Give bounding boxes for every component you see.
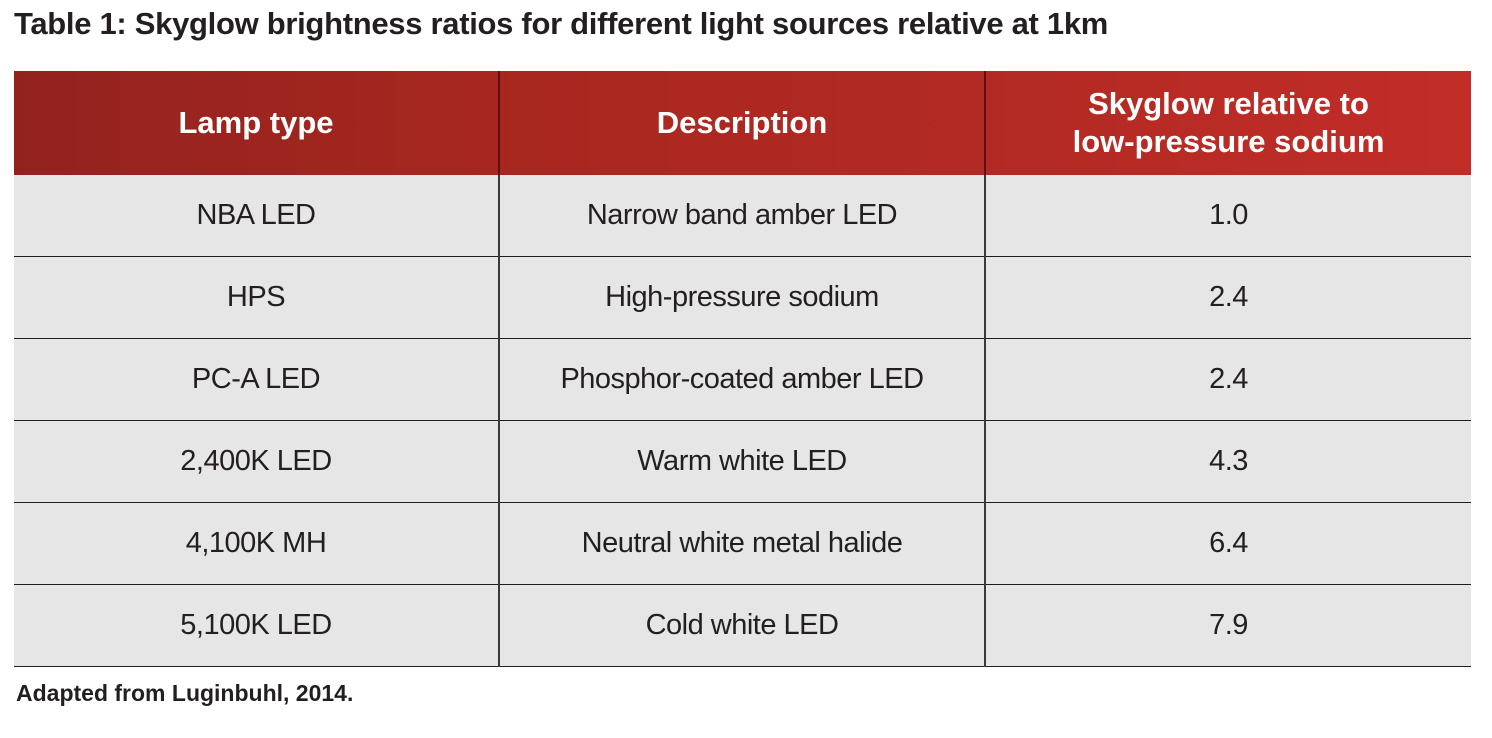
header-skyglow: Skyglow relative to low-pressure sodium <box>984 71 1471 175</box>
header-description: Description <box>498 71 985 175</box>
cell-skyglow: 7.9 <box>984 584 1471 667</box>
cell-lamp-type: NBA LED <box>14 175 499 257</box>
cell-skyglow: 1.0 <box>984 175 1471 257</box>
source-note: Adapted from Luginbuhl, 2014. <box>16 680 354 706</box>
cell-lamp-type: PC-A LED <box>14 338 499 421</box>
table-title: Table 1: Skyglow brightness ratios for d… <box>14 6 1109 41</box>
skyglow-table: Lamp type Description Skyglow relative t… <box>14 71 1471 667</box>
cell-skyglow: 2.4 <box>984 338 1471 421</box>
table-row: 2,400K LED Warm white LED 4.3 <box>14 420 1471 503</box>
cell-description: Narrow band amber LED <box>498 175 985 257</box>
cell-description: Neutral white metal halide <box>498 502 985 585</box>
cell-skyglow: 6.4 <box>984 502 1471 585</box>
table-body: NBA LED Narrow band amber LED 1.0 HPS Hi… <box>14 175 1471 667</box>
cell-skyglow: 4.3 <box>984 420 1471 503</box>
table-header: Lamp type Description Skyglow relative t… <box>14 71 1471 175</box>
cell-description: Cold white LED <box>498 584 985 667</box>
header-skyglow-line1: Skyglow relative to <box>1088 86 1369 121</box>
table-row: HPS High-pressure sodium 2.4 <box>14 256 1471 339</box>
cell-lamp-type: 2,400K LED <box>14 420 499 503</box>
cell-skyglow: 2.4 <box>984 256 1471 339</box>
cell-description: High-pressure sodium <box>498 256 985 339</box>
header-lamp-type: Lamp type <box>178 105 334 140</box>
header-skyglow-line2: low-pressure sodium <box>1072 124 1385 159</box>
cell-description: Warm white LED <box>498 420 985 503</box>
cell-lamp-type: 5,100K LED <box>14 584 499 667</box>
table-row: 4,100K MH Neutral white metal halide 6.4 <box>14 502 1471 585</box>
table-row: NBA LED Narrow band amber LED 1.0 <box>14 175 1471 257</box>
cell-lamp-type: 4,100K MH <box>14 502 499 585</box>
header-row: Lamp type Description Skyglow relative t… <box>14 71 1471 175</box>
table-row: PC-A LED Phosphor-coated amber LED 2.4 <box>14 338 1471 421</box>
table-row: 5,100K LED Cold white LED 7.9 <box>14 584 1471 667</box>
cell-lamp-type: HPS <box>14 256 499 339</box>
cell-description: Phosphor-coated amber LED <box>498 338 985 421</box>
